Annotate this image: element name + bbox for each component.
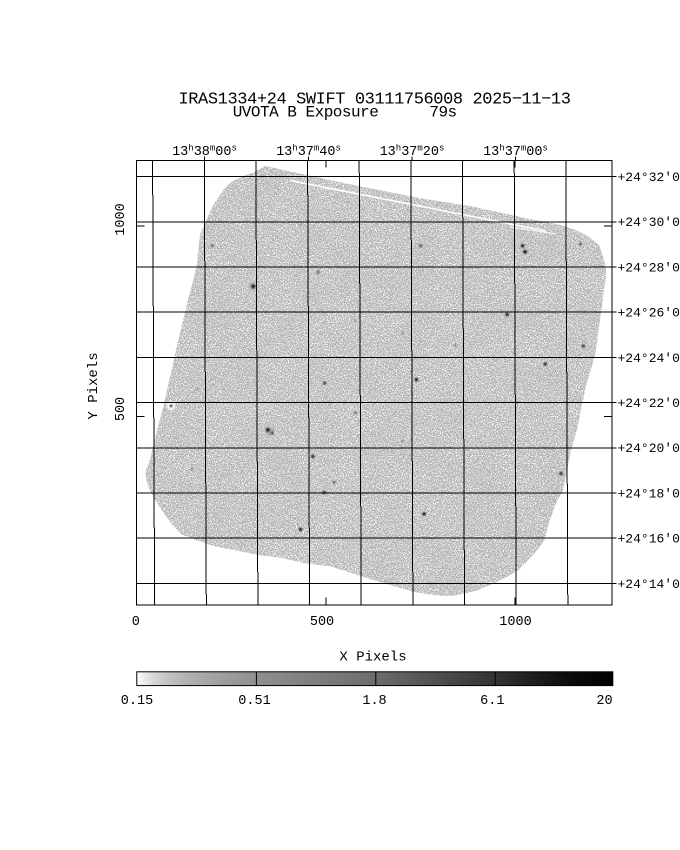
svg-text:13h38m00s: 13h38m00s: [172, 144, 237, 161]
svg-text:+24°28'0: +24°28'0: [618, 260, 680, 275]
svg-text:500: 500: [114, 397, 129, 421]
svg-text:+24°24'0: +24°24'0: [618, 351, 680, 366]
svg-text:+24°20'0: +24°20'0: [618, 441, 680, 456]
svg-text:0.51: 0.51: [238, 694, 270, 709]
svg-text:13h37m20s: 13h37m20s: [380, 144, 445, 161]
svg-text:1000: 1000: [114, 203, 129, 235]
svg-text:1.8: 1.8: [362, 694, 386, 709]
svg-text:X Pixels: X Pixels: [339, 650, 406, 666]
svg-text:1000: 1000: [499, 615, 531, 630]
svg-text:+24°32'0: +24°32'0: [618, 170, 680, 185]
svg-text:6.1: 6.1: [480, 694, 504, 709]
svg-text:500: 500: [310, 615, 334, 630]
svg-text:+24°18'0: +24°18'0: [618, 486, 680, 501]
svg-text:13h37m00s: 13h37m00s: [483, 144, 548, 161]
svg-text:+24°14'0: +24°14'0: [618, 577, 680, 592]
svg-text:0.15: 0.15: [121, 694, 153, 709]
svg-text:+24°30'0: +24°30'0: [618, 215, 680, 230]
svg-text:IRAS1334+24 SWIFT 03111756008: IRAS1334+24 SWIFT 03111756008 2025−11−13: [178, 91, 570, 110]
svg-text:0: 0: [132, 615, 140, 630]
svg-text:Y Pixels: Y Pixels: [86, 352, 102, 419]
svg-text:+24°16'0: +24°16'0: [618, 532, 680, 547]
svg-text:13h37m40s: 13h37m40s: [276, 144, 341, 161]
svg-text:79s: 79s: [429, 104, 456, 122]
svg-text:+24°22'0: +24°22'0: [618, 396, 680, 411]
svg-text:20: 20: [596, 694, 612, 709]
svg-text:UVOTA B Exposure: UVOTA B Exposure: [233, 104, 379, 122]
svg-text:+24°26'0: +24°26'0: [618, 306, 680, 321]
